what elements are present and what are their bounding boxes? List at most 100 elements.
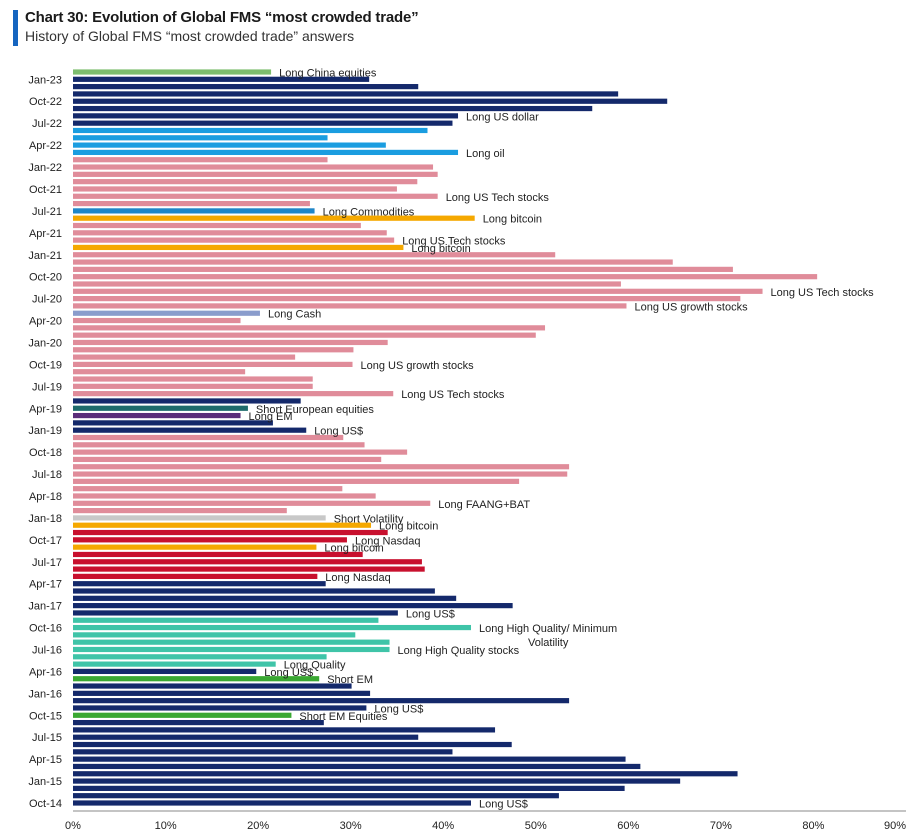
bar-67 [73, 559, 422, 565]
y-tick-label: Oct-14 [29, 798, 62, 810]
y-tick-label: Jul-20 [32, 294, 62, 306]
bar-49 [73, 427, 307, 433]
y-tick-label: Apr-17 [29, 579, 62, 591]
bar-29 [73, 281, 621, 287]
bar-43 [73, 383, 313, 389]
bar-23 [73, 237, 395, 243]
bar-50 [73, 434, 344, 441]
annotation-65: Long bitcoin [324, 543, 383, 555]
annotation-30: Long US Tech stocks [771, 287, 875, 299]
y-tick-label: Jul-15 [32, 732, 62, 744]
bar-12 [73, 157, 328, 163]
bar-17 [73, 193, 438, 199]
bar-83 [73, 676, 320, 682]
y-tick-label: Jul-16 [32, 645, 62, 657]
bar-51 [73, 442, 365, 448]
y-tick-label: Apr-15 [29, 754, 62, 766]
bar-52 [73, 449, 408, 455]
x-tick-label: 10% [155, 820, 177, 832]
bar-40 [73, 361, 353, 367]
bar-55 [73, 471, 568, 477]
bar-53 [73, 456, 382, 463]
bar-79 [73, 646, 390, 653]
bar-35 [73, 325, 546, 331]
annotation-46: Short European equities [256, 404, 375, 416]
annotation-32: Long US growth stocks [635, 301, 749, 313]
annotation-88: Short EM Equities [299, 711, 388, 723]
bar-88 [73, 712, 292, 718]
bar-31 [73, 296, 741, 302]
y-tick-label: Jan-21 [28, 250, 62, 262]
bar-89 [73, 719, 324, 726]
bar-73 [73, 603, 513, 609]
bar-41 [73, 369, 246, 375]
annotation-74: Long US$ [406, 608, 455, 620]
bar-38 [73, 347, 354, 353]
x-tick-label: 50% [525, 820, 547, 832]
bar-77 [73, 632, 356, 638]
bar-66 [73, 551, 363, 558]
bar-86 [73, 698, 570, 704]
title-accent-bar [13, 10, 18, 46]
bar-94 [73, 756, 626, 762]
bar-15 [73, 179, 418, 185]
bar-26 [73, 259, 673, 265]
bar-21 [73, 222, 361, 229]
x-tick-label: 40% [432, 820, 454, 832]
bar-25 [73, 252, 556, 258]
y-tick-label: Apr-16 [29, 666, 62, 678]
y-tick-label: Jan-18 [28, 513, 62, 525]
y-tick-label: Oct-17 [29, 535, 62, 547]
bar-81 [73, 661, 276, 667]
annotation-44: Long US Tech stocks [401, 389, 505, 401]
bar-76 [73, 624, 471, 631]
bar-45 [73, 398, 301, 404]
bar-74 [73, 610, 398, 616]
annotation-59: Long FAANG+BAT [438, 499, 530, 511]
bar-2 [73, 84, 419, 90]
annotation-79: Long High Quality stocks [398, 645, 520, 657]
annotation-62: Long bitcoin [379, 521, 438, 533]
bar-39 [73, 354, 296, 360]
y-tick-label: Oct-16 [29, 623, 62, 635]
bar-27 [73, 266, 733, 272]
bar-34 [73, 317, 241, 324]
bar-92 [73, 741, 512, 748]
bar-78 [73, 639, 390, 645]
y-tick-label: Apr-20 [29, 316, 62, 328]
y-tick-label: Jul-19 [32, 381, 62, 393]
bar-57 [73, 486, 343, 492]
bar-30 [73, 288, 763, 294]
bar-63 [73, 529, 388, 536]
annotation-61: Short Volatility [334, 513, 404, 525]
bar-19 [73, 208, 315, 214]
bar-62 [73, 522, 372, 528]
annotation-0: Long China equities [279, 68, 377, 80]
bar-7 [73, 120, 453, 126]
bar-87 [73, 705, 367, 711]
bar-47 [73, 412, 241, 419]
bar-97 [73, 778, 681, 784]
y-tick-label: Jul-22 [32, 118, 62, 130]
bar-54 [73, 464, 570, 470]
bar-60 [73, 508, 287, 514]
bar-96 [73, 771, 738, 777]
bar-10 [73, 142, 386, 148]
bar-6 [73, 113, 459, 119]
x-tick-label: 20% [247, 820, 269, 832]
y-tick-label: Jan-16 [28, 688, 62, 700]
bar-85 [73, 690, 371, 696]
annotation-64: Long Nasdaq [355, 535, 420, 547]
y-tick-label: Jul-18 [32, 469, 62, 481]
y-tick-label: Jul-17 [32, 557, 62, 569]
bar-58 [73, 493, 376, 499]
bar-24 [73, 244, 404, 251]
bar-20 [73, 215, 475, 221]
x-tick-label: 80% [802, 820, 824, 832]
annotation-11: Long oil [466, 148, 505, 160]
annotation-87: Long US$ [374, 704, 423, 716]
bar-33 [73, 310, 260, 316]
bar-44 [73, 391, 394, 397]
bar-64 [73, 537, 347, 543]
bar-8 [73, 127, 428, 134]
